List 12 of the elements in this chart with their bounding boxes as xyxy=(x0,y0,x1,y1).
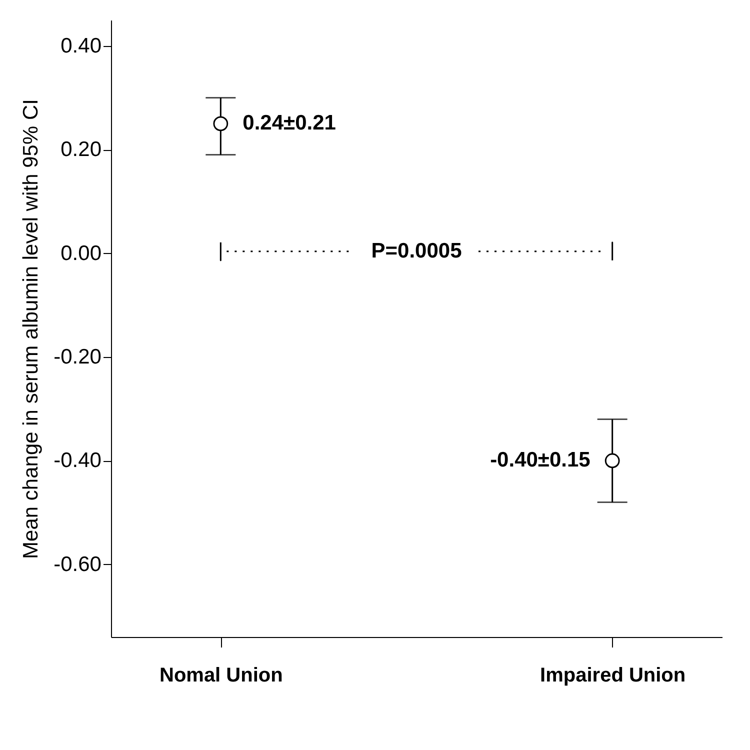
y-tick-label: 0.40 xyxy=(60,34,102,58)
x-tick-label: Nomal Union xyxy=(159,664,283,686)
y-tick-label: -0.60 xyxy=(54,552,102,576)
y-tick-label: -0.20 xyxy=(54,346,102,369)
y-tick-label: 0.20 xyxy=(60,138,102,162)
data-label: 0.24±0.21 xyxy=(242,112,336,135)
y-tick-label: -0.40 xyxy=(54,449,102,472)
y-tick-label: 0.00 xyxy=(60,242,102,265)
data-label: -0.40±0.15 xyxy=(490,448,591,472)
y-axis-title: Mean change in serum albumin level with 95% CI xyxy=(20,99,43,559)
x-tick-label: Impaired Union xyxy=(540,664,686,686)
annotation: P=0.0005 xyxy=(371,239,462,262)
